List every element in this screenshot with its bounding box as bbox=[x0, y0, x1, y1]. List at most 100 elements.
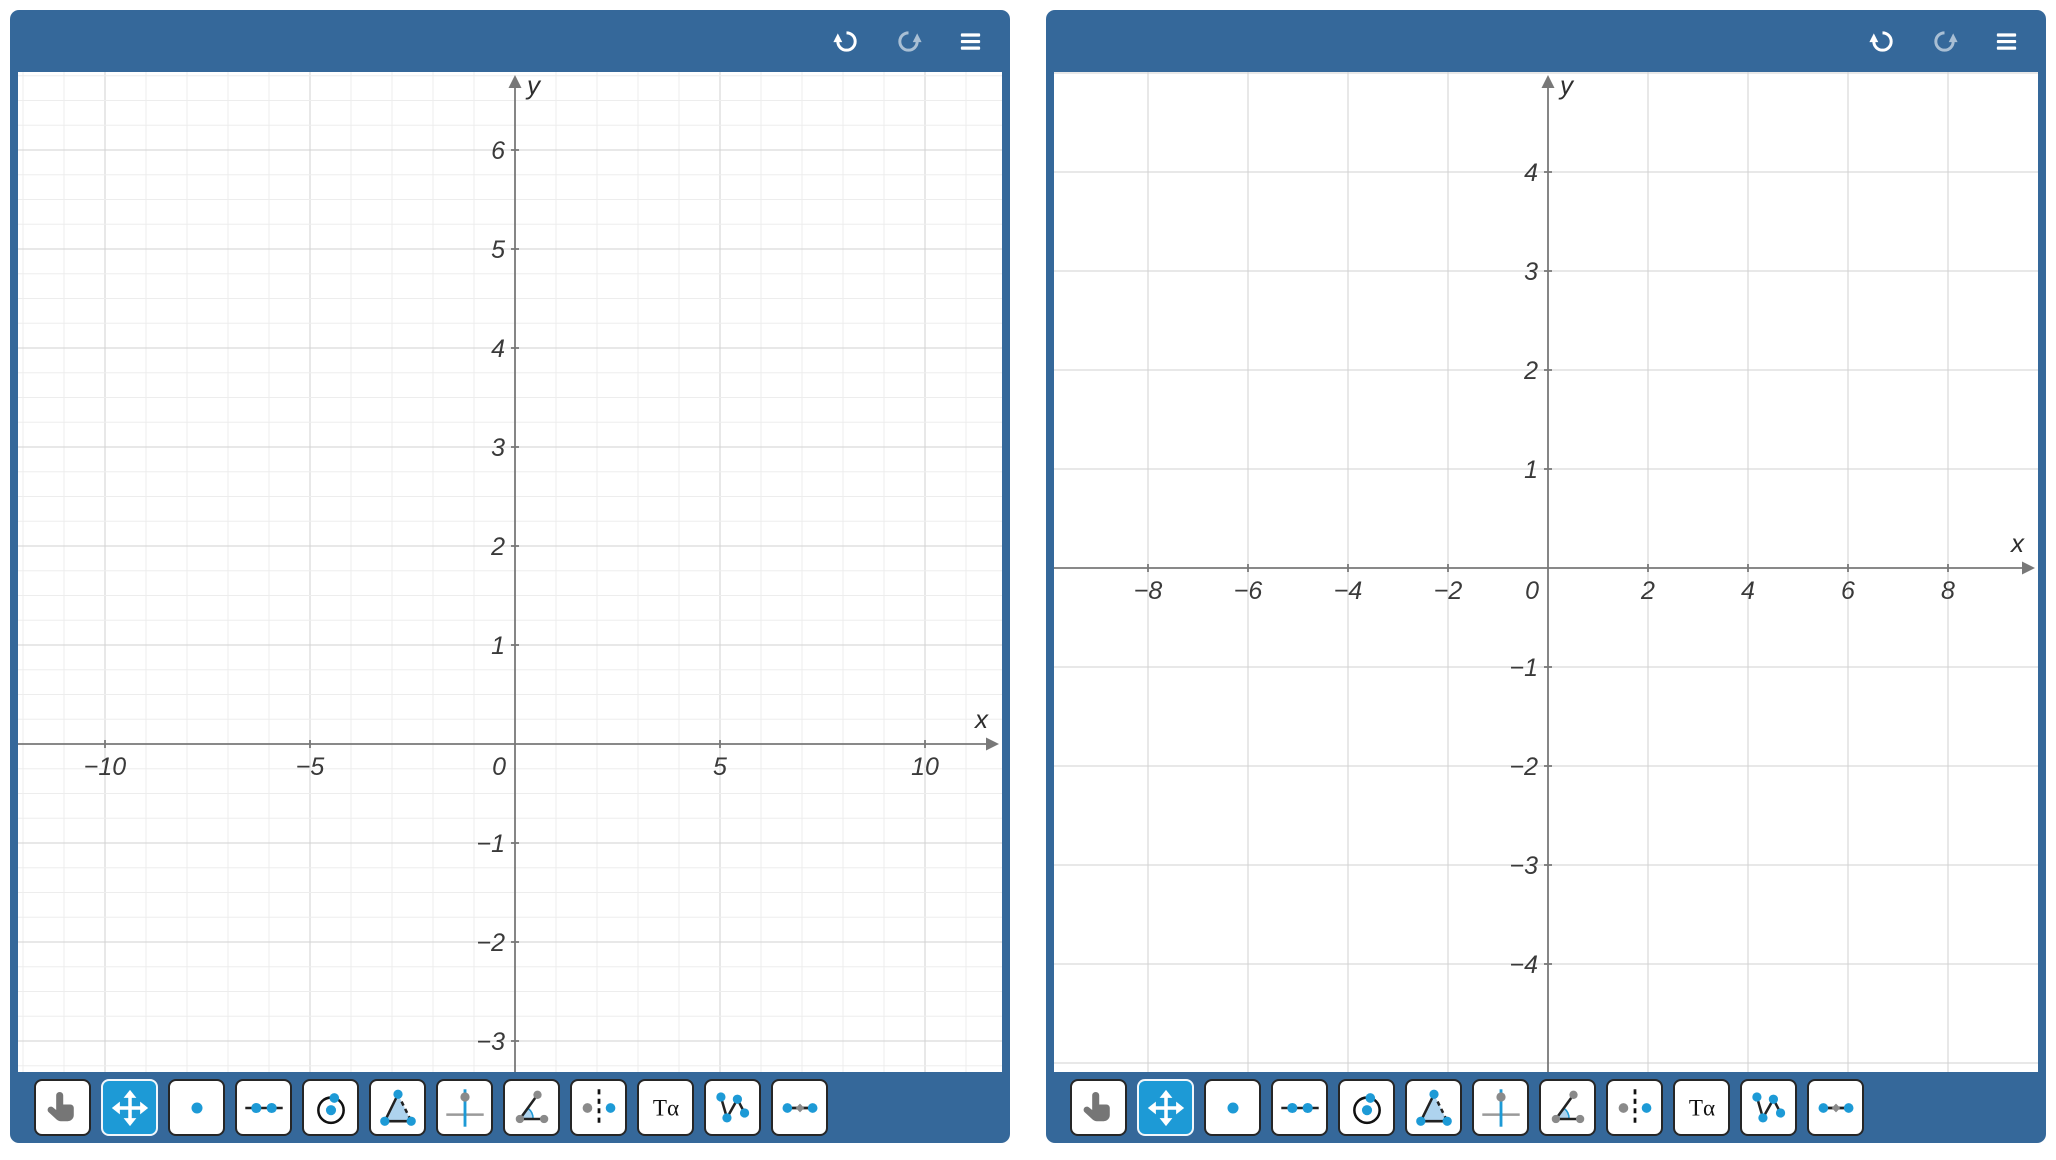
menu-icon bbox=[1993, 28, 2020, 55]
tool-move-graphics-view-button[interactable] bbox=[101, 1079, 158, 1136]
graphics-view[interactable]: −10 −5 0 5 10 6 5 4 3 2 1 −1 −2 −3 x y bbox=[18, 72, 1002, 1072]
y-axis-tick-label: −3 bbox=[476, 1028, 505, 1056]
undo-icon bbox=[1869, 28, 1896, 55]
y-axis-tick-label: 1 bbox=[491, 632, 505, 660]
x-axis-tick-label: 6 bbox=[1841, 577, 1855, 605]
point-icon bbox=[175, 1086, 219, 1130]
pointer-icon bbox=[1077, 1086, 1121, 1130]
redo-icon bbox=[1931, 28, 1958, 55]
graphing-window-left: −10 −5 0 5 10 6 5 4 3 2 1 −1 −2 −3 x y bbox=[10, 10, 1010, 1143]
y-axis-tick-label: −2 bbox=[476, 929, 505, 957]
y-axis-tick-label: 1 bbox=[1524, 456, 1538, 484]
tool-angle-button[interactable] bbox=[1539, 1079, 1596, 1136]
y-axis-tick-label: −2 bbox=[1509, 753, 1538, 781]
graphing-window-right: −8 −6 −4 −2 0 2 4 6 8 4 3 2 1 −1 −2 −3 −4 x y bbox=[1046, 10, 2046, 1143]
tool-polygon-button[interactable] bbox=[369, 1079, 426, 1136]
y-axis-tick-label: 5 bbox=[491, 236, 505, 264]
x-axis-tick-label: −6 bbox=[1234, 577, 1263, 605]
x-axis-tick-label: 0 bbox=[492, 753, 506, 781]
tool-polyline-button[interactable] bbox=[704, 1079, 761, 1136]
y-axis-name: y bbox=[525, 72, 542, 100]
angle-icon bbox=[510, 1086, 554, 1130]
y-axis-tick-label: 3 bbox=[491, 434, 505, 462]
tool-move-graphics-view-button[interactable] bbox=[1137, 1079, 1194, 1136]
x-axis-name: x bbox=[973, 704, 989, 734]
y-axis-tick-label: 3 bbox=[1524, 258, 1538, 286]
y-axis-tick-label: 4 bbox=[491, 335, 505, 363]
tool-perpendicular-line-button[interactable] bbox=[436, 1079, 493, 1136]
tool-insert-text-button[interactable] bbox=[1673, 1079, 1730, 1136]
pointer-icon bbox=[41, 1086, 85, 1130]
x-axis-tick-label: −2 bbox=[1434, 577, 1463, 605]
x-axis-name: x bbox=[2009, 528, 2025, 558]
polyline-icon bbox=[711, 1086, 755, 1130]
tool-polyline-button[interactable] bbox=[1740, 1079, 1797, 1136]
y-axis-tick-label: 2 bbox=[490, 533, 505, 561]
reflection-icon bbox=[1613, 1086, 1657, 1130]
x-axis-tick-label: 5 bbox=[713, 753, 727, 781]
line-icon bbox=[1278, 1086, 1322, 1130]
reflection-icon bbox=[577, 1086, 621, 1130]
y-axis-tick-label: −3 bbox=[1509, 852, 1538, 880]
perpendicular-icon bbox=[1479, 1086, 1523, 1130]
text-icon bbox=[644, 1086, 688, 1130]
move-icon bbox=[1144, 1086, 1188, 1130]
point-icon bbox=[1211, 1086, 1255, 1130]
tool-circle-with-center-through-point-button[interactable] bbox=[1338, 1079, 1395, 1136]
x-axis-tick-label: 4 bbox=[1741, 577, 1755, 605]
undo-icon bbox=[833, 28, 860, 55]
polyline-icon bbox=[1747, 1086, 1791, 1130]
tool-line-through-two-points-button[interactable] bbox=[235, 1079, 292, 1136]
geometry-toolbar bbox=[10, 1072, 1010, 1143]
tool-line-through-two-points-button[interactable] bbox=[1271, 1079, 1328, 1136]
y-axis-tick-label: 4 bbox=[1524, 159, 1538, 187]
menu-button[interactable] bbox=[1992, 27, 2020, 55]
redo-button[interactable] bbox=[894, 27, 922, 55]
perpendicular-icon bbox=[443, 1086, 487, 1130]
tool-angle-button[interactable] bbox=[503, 1079, 560, 1136]
tool-select-pointer-button[interactable] bbox=[1070, 1079, 1127, 1136]
undo-button[interactable] bbox=[832, 27, 860, 55]
y-axis-tick-label: −1 bbox=[1509, 654, 1538, 682]
x-axis-tick-label: 10 bbox=[911, 753, 939, 781]
y-axis-name: y bbox=[1558, 72, 1575, 100]
x-axis-tick-label: 0 bbox=[1525, 577, 1539, 605]
polygon-icon bbox=[376, 1086, 420, 1130]
segment-icon bbox=[1814, 1086, 1858, 1130]
undo-button[interactable] bbox=[1868, 27, 1896, 55]
x-axis-tick-label: −8 bbox=[1134, 577, 1163, 605]
coordinate-grid: −10 −5 0 5 10 6 5 4 3 2 1 −1 −2 −3 x y bbox=[18, 72, 1002, 1072]
tool-insert-text-button[interactable] bbox=[637, 1079, 694, 1136]
x-axis-tick-label: −4 bbox=[1334, 577, 1363, 605]
tool-circle-with-center-through-point-button[interactable] bbox=[302, 1079, 359, 1136]
y-axis-tick-label: 6 bbox=[491, 137, 505, 165]
tool-new-point-button[interactable] bbox=[1204, 1079, 1261, 1136]
move-icon bbox=[108, 1086, 152, 1130]
tool-reflect-about-line-button[interactable] bbox=[570, 1079, 627, 1136]
y-axis-tick-label: −1 bbox=[476, 830, 505, 858]
redo-button[interactable] bbox=[1930, 27, 1958, 55]
polygon-icon bbox=[1412, 1086, 1456, 1130]
y-axis-tick-label: −4 bbox=[1509, 951, 1538, 979]
angle-icon bbox=[1546, 1086, 1590, 1130]
tool-reflect-about-line-button[interactable] bbox=[1606, 1079, 1663, 1136]
tool-segment-with-midpoint-button[interactable] bbox=[771, 1079, 828, 1136]
tool-polygon-button[interactable] bbox=[1405, 1079, 1462, 1136]
x-axis-tick-label: 2 bbox=[1640, 577, 1655, 605]
y-axis-tick-label: 2 bbox=[1523, 357, 1538, 385]
tool-select-pointer-button[interactable] bbox=[34, 1079, 91, 1136]
coordinate-grid: −8 −6 −4 −2 0 2 4 6 8 4 3 2 1 −1 −2 −3 −4 x y bbox=[1054, 72, 2038, 1072]
tool-new-point-button[interactable] bbox=[168, 1079, 225, 1136]
tool-perpendicular-line-button[interactable] bbox=[1472, 1079, 1529, 1136]
x-axis-tick-label: −5 bbox=[296, 753, 325, 781]
geometry-toolbar bbox=[1046, 1072, 2046, 1143]
circle-icon bbox=[1345, 1086, 1389, 1130]
window-header bbox=[1046, 10, 2046, 72]
graphics-view[interactable]: −8 −6 −4 −2 0 2 4 6 8 4 3 2 1 −1 −2 −3 −4 x y bbox=[1054, 72, 2038, 1072]
menu-button[interactable] bbox=[956, 27, 984, 55]
line-icon bbox=[242, 1086, 286, 1130]
x-axis-tick-label: 8 bbox=[1941, 577, 1955, 605]
tool-segment-with-midpoint-button[interactable] bbox=[1807, 1079, 1864, 1136]
menu-icon bbox=[957, 28, 984, 55]
segment-icon bbox=[778, 1086, 822, 1130]
